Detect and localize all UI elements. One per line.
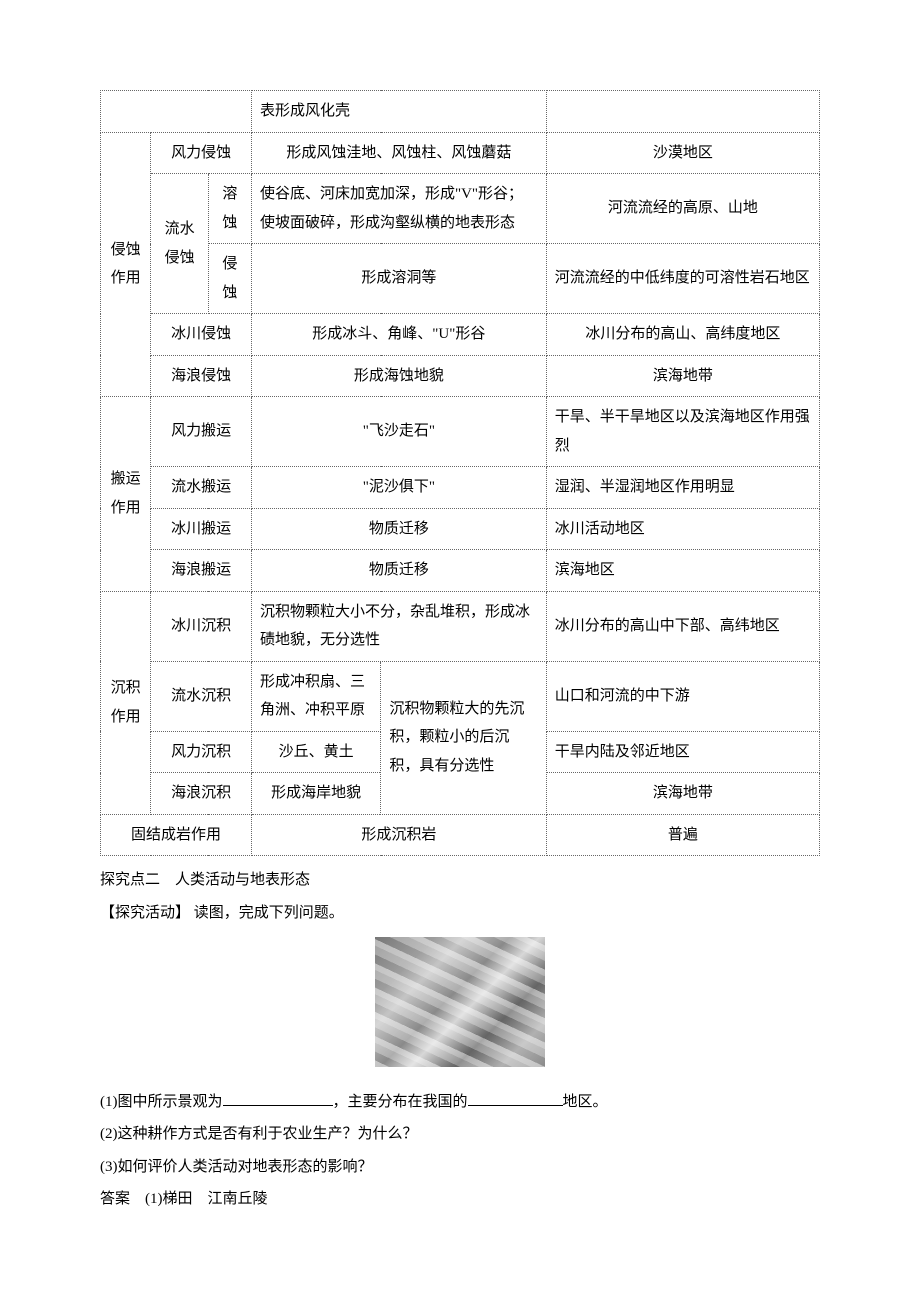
- table-cell: 固结成岩作用: [101, 814, 252, 856]
- table-cell: 冰川搬运: [151, 508, 252, 550]
- table-cell: 形成风蚀洼地、风蚀柱、风蚀蘑菇: [251, 132, 546, 174]
- answer-line: 答案 (1)梯田 江南丘陵: [100, 1185, 820, 1214]
- table-cell: 溶蚀: [208, 174, 251, 244]
- q1-blank-2: [468, 1090, 563, 1106]
- table-cell: 使谷底、河床加宽加深，形成"V"形谷；使坡面破碎，形成沟壑纵横的地表形态: [251, 174, 546, 244]
- table-cell: 沉积作用: [101, 591, 151, 814]
- q1-mid: ，主要分布在我国的: [333, 1094, 468, 1110]
- table-cell: 表形成风化壳: [251, 91, 546, 133]
- table-cell: 形成冲积扇、三角洲、冲积平原: [251, 661, 380, 731]
- table-cell: 风力沉积: [151, 731, 252, 773]
- table-cell: 滨海地带: [546, 773, 819, 815]
- table-cell: 海浪侵蚀: [151, 355, 252, 397]
- table-cell: 物质迁移: [251, 508, 546, 550]
- table-cell: 沙丘、黄土: [251, 731, 380, 773]
- question-1: (1)图中所示景观为 ，主要分布在我国的 地区。: [100, 1088, 820, 1117]
- table-cell: 流水搬运: [151, 467, 252, 509]
- figure-wrap: [100, 937, 820, 1078]
- table-cell: 干旱内陆及邻近地区: [546, 731, 819, 773]
- table-cell: 沙漠地区: [546, 132, 819, 174]
- q1-pre: (1)图中所示景观为: [100, 1094, 223, 1110]
- q1-post: 地区。: [563, 1094, 608, 1110]
- activity-label: 【探究活动】: [100, 905, 190, 921]
- table-cell: 滨海地带: [546, 355, 819, 397]
- table-cell: [101, 91, 252, 133]
- table-cell: 沉积物颗粒大小不分，杂乱堆积，形成冰碛地貌，无分选性: [251, 591, 546, 661]
- table-cell: 形成沉积岩: [251, 814, 546, 856]
- table-cell: 冰川侵蚀: [151, 314, 252, 356]
- table-cell: 物质迁移: [251, 550, 546, 592]
- q1-blank-1: [223, 1090, 333, 1106]
- table-cell: 河流流经的高原、山地: [546, 174, 819, 244]
- table-cell: 冰川沉积: [151, 591, 252, 661]
- question-3: (3)如何评价人类活动对地表形态的影响？: [100, 1153, 820, 1182]
- table-cell: 形成溶洞等: [251, 244, 546, 314]
- geomorphology-table: 表形成风化壳侵蚀作用风力侵蚀形成风蚀洼地、风蚀柱、风蚀蘑菇沙漠地区流水侵蚀溶蚀使…: [100, 90, 820, 856]
- table-cell: 滨海地区: [546, 550, 819, 592]
- table-cell: 侵蚀作用: [101, 132, 151, 397]
- table-cell: 形成海蚀地貌: [251, 355, 546, 397]
- table-cell: [546, 91, 819, 133]
- table-cell: 形成海岸地貌: [251, 773, 380, 815]
- table-cell: 山口和河流的中下游: [546, 661, 819, 731]
- section-heading: 探究点二 人类活动与地表形态: [100, 866, 820, 895]
- terrace-photo: [375, 937, 545, 1067]
- table-cell: 流水沉积: [151, 661, 252, 731]
- table-cell: "泥沙俱下": [251, 467, 546, 509]
- table-cell: 风力搬运: [151, 397, 252, 467]
- table-cell: 风力侵蚀: [151, 132, 252, 174]
- table-cell: 冰川活动地区: [546, 508, 819, 550]
- table-cell: 河流流经的中低纬度的可溶性岩石地区: [546, 244, 819, 314]
- table-cell: 湿润、半湿润地区作用明显: [546, 467, 819, 509]
- table-cell: 搬运作用: [101, 397, 151, 592]
- activity-text: 读图，完成下列问题。: [190, 905, 344, 921]
- table-cell: 海浪沉积: [151, 773, 252, 815]
- table-cell: 海浪搬运: [151, 550, 252, 592]
- answer-text: (1)梯田 江南丘陵: [130, 1191, 268, 1207]
- table-cell: 冰川分布的高山中下部、高纬地区: [546, 591, 819, 661]
- question-2: (2)这种耕作方式是否有利于农业生产？为什么？: [100, 1120, 820, 1149]
- table-cell: 沉积物颗粒大的先沉积，颗粒小的后沉积，具有分选性: [381, 661, 546, 814]
- answer-label: 答案: [100, 1191, 130, 1207]
- table-cell: 冰川分布的高山、高纬度地区: [546, 314, 819, 356]
- table-cell: 形成冰斗、角峰、"U"形谷: [251, 314, 546, 356]
- table-cell: 侵蚀: [208, 244, 251, 314]
- table-cell: 流水侵蚀: [151, 174, 209, 314]
- activity-line: 【探究活动】 读图，完成下列问题。: [100, 899, 820, 928]
- table-cell: 干旱、半干旱地区以及滨海地区作用强烈: [546, 397, 819, 467]
- table-cell: 普遍: [546, 814, 819, 856]
- table-cell: "飞沙走石": [251, 397, 546, 467]
